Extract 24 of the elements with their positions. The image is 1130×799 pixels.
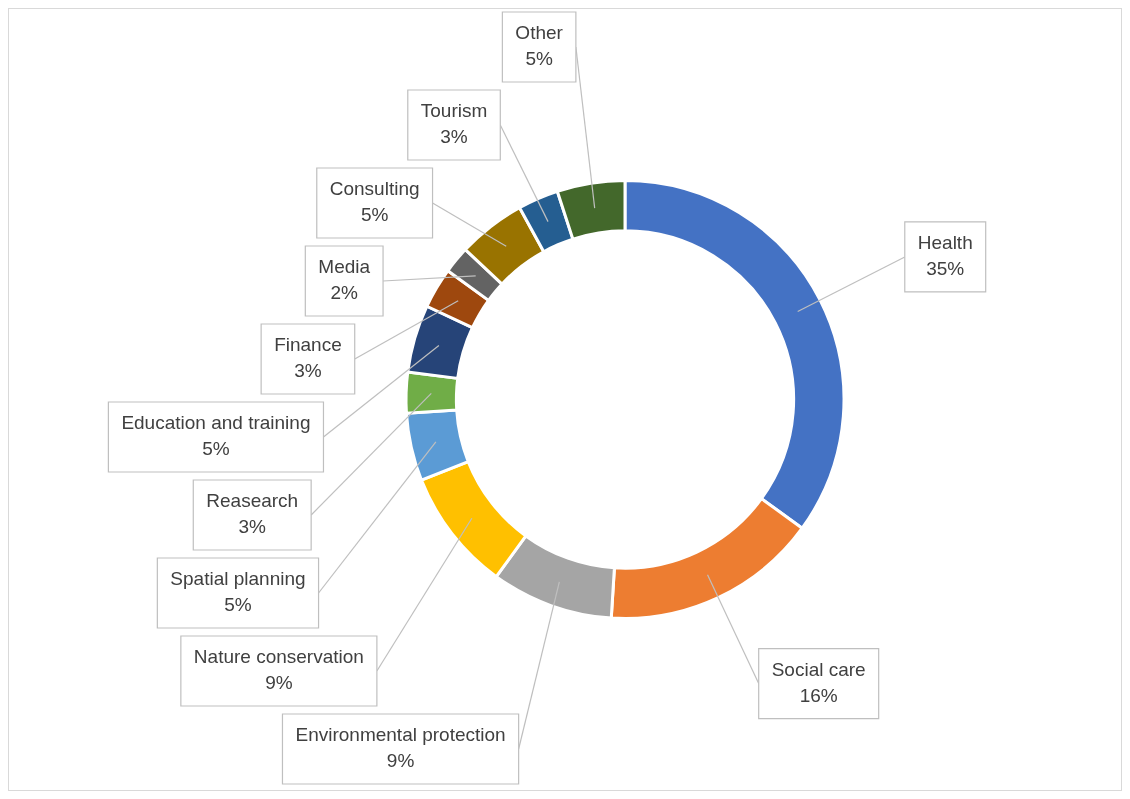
data-label: 5% xyxy=(202,438,230,460)
data-label: 3% xyxy=(238,516,267,538)
data-label: 35% xyxy=(926,258,965,280)
data-label: 5% xyxy=(360,204,389,226)
data-label: 16% xyxy=(799,684,838,706)
data-label: 9% xyxy=(265,672,293,694)
data-label: 3% xyxy=(440,126,468,148)
slice-label: Consulting xyxy=(329,178,420,200)
data-label: 5% xyxy=(224,594,252,616)
slice-label: Reasearch xyxy=(206,490,299,512)
slice-label: Finance xyxy=(274,334,342,356)
data-label: 5% xyxy=(525,48,553,70)
slice-label: Nature conservation xyxy=(193,646,364,668)
slice-label: Other xyxy=(515,22,564,44)
data-label: 2% xyxy=(330,282,359,304)
slice-label: Tourism xyxy=(420,100,488,122)
slice-label: Education and training xyxy=(121,412,311,434)
slice-label: Health xyxy=(917,232,973,254)
data-label: 9% xyxy=(386,750,415,772)
slice-label: Spatial planning xyxy=(170,568,306,590)
slice-label: Social care xyxy=(771,658,866,680)
slice-label: Environmental protection xyxy=(295,724,506,746)
data-label: 3% xyxy=(294,360,322,382)
slice-label: Media xyxy=(318,256,371,278)
